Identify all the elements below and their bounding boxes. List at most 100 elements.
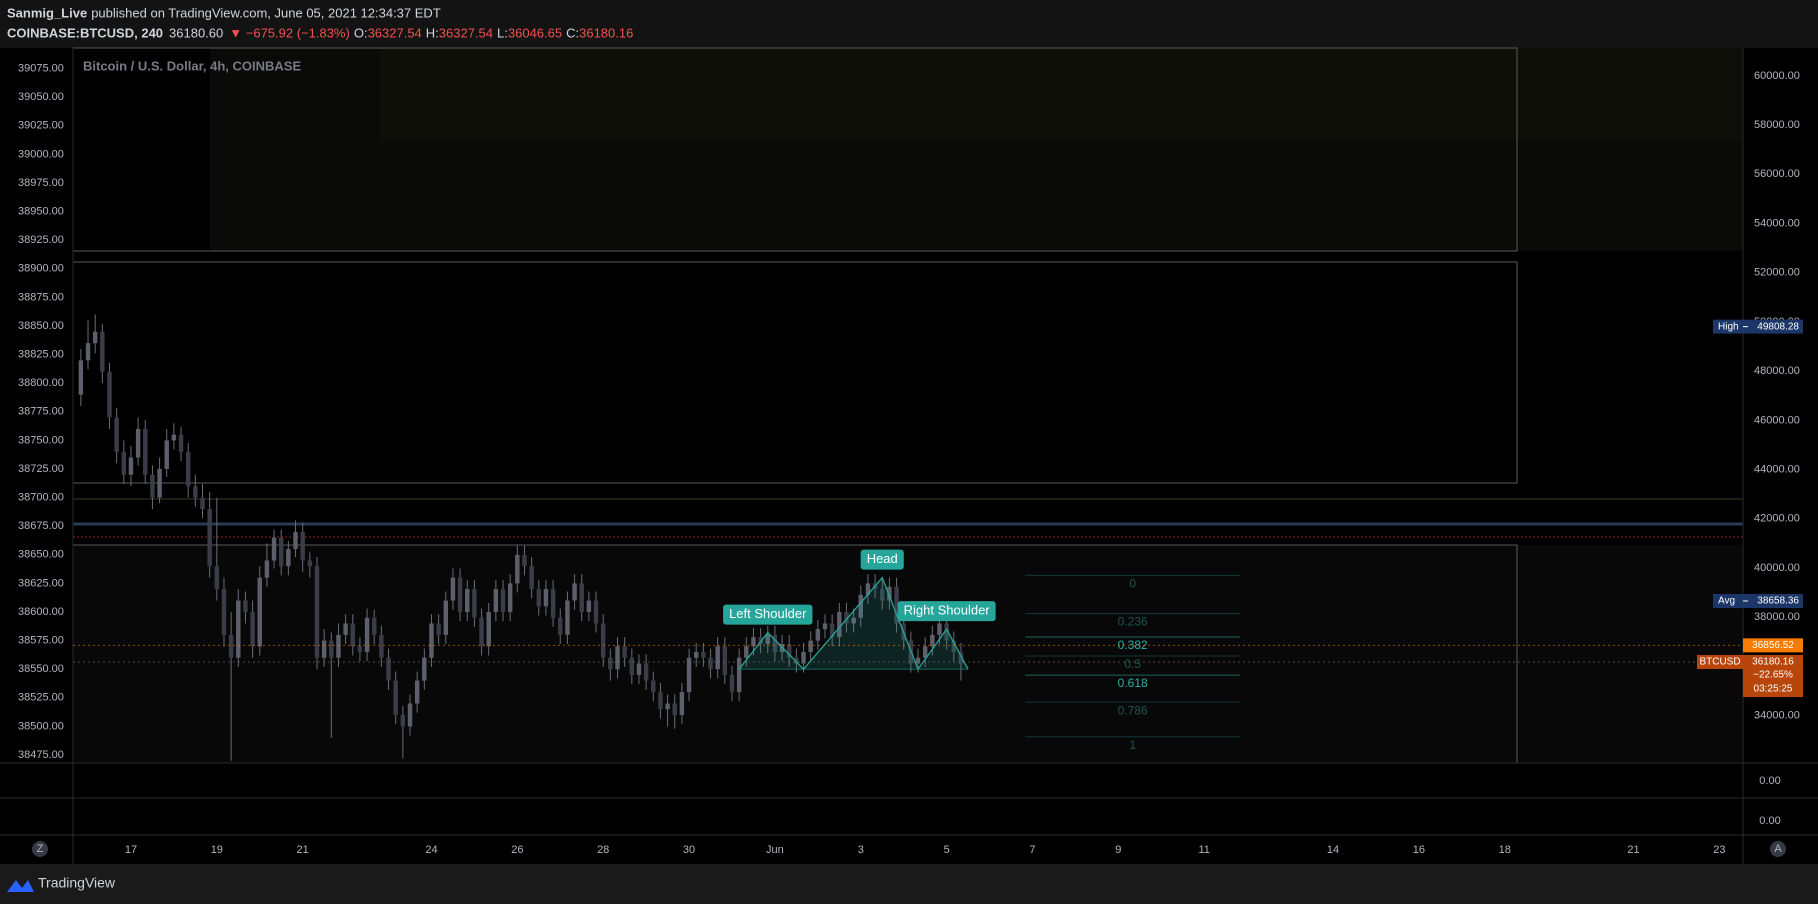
candle-body	[558, 617, 563, 635]
candle-body	[300, 531, 305, 561]
y-tick-label: 38700.00	[18, 491, 64, 503]
candle-body	[608, 657, 613, 670]
pattern-area	[739, 577, 969, 670]
candle-body	[851, 617, 856, 624]
fib-label: 1	[1129, 738, 1136, 752]
candle-body	[787, 644, 792, 658]
x-tick-label: 28	[597, 844, 609, 856]
candle-body	[171, 434, 177, 441]
x-tick-label: 26	[511, 844, 523, 856]
candle-body	[457, 577, 463, 612]
candle-body	[114, 417, 119, 452]
candle-body	[486, 611, 491, 647]
price-label-bg	[1743, 638, 1803, 653]
y-tick-label: 38500.00	[18, 720, 64, 732]
header-text: O:	[354, 25, 368, 40]
brand: TradingView	[38, 875, 116, 891]
candle-body	[801, 652, 806, 664]
y-tick-label: 38900.00	[18, 263, 64, 275]
y-tick-label: 38950.00	[18, 205, 64, 217]
candle-body	[550, 589, 556, 618]
candle-body	[400, 714, 406, 727]
candle-body	[515, 554, 520, 584]
candle-body	[722, 646, 728, 675]
y-tick-label: 38600.00	[18, 606, 64, 618]
price-label-bg	[1713, 594, 1803, 609]
candle-body	[414, 680, 420, 704]
candle-body	[321, 640, 327, 658]
candle-body	[522, 554, 527, 567]
candle-body	[157, 468, 162, 498]
candle-body	[429, 623, 434, 658]
candle-body	[880, 589, 885, 601]
candle-body	[78, 360, 84, 395]
y2-tick-label: 46000.00	[1754, 414, 1800, 426]
candle-body	[758, 637, 763, 645]
candle-body	[686, 657, 692, 693]
candle-body	[579, 583, 584, 612]
header-text: 36327.54	[368, 25, 422, 40]
candle-body	[643, 663, 649, 681]
candle-body	[543, 589, 549, 607]
candle-body	[894, 586, 899, 624]
y-tick-label: 38775.00	[18, 406, 64, 418]
candle-body	[658, 692, 663, 710]
candle-body	[615, 646, 620, 670]
candle-body	[715, 646, 720, 670]
button-label[interactable]: Z	[37, 843, 44, 855]
candle-body	[958, 652, 964, 664]
y2-tick-label: 52000.00	[1754, 267, 1800, 279]
candle-body	[600, 623, 606, 658]
price-label-name-bg	[1697, 654, 1743, 669]
y-tick-label: 39075.00	[18, 62, 64, 74]
header-text: ▼ −675.92 (−1.83%)	[229, 25, 350, 40]
candle-body	[507, 583, 513, 612]
candle-body	[407, 703, 413, 727]
candle-body	[922, 646, 928, 658]
candle-body	[443, 600, 448, 635]
candle-body	[221, 589, 227, 635]
candle-body	[150, 474, 155, 498]
candle-body	[393, 680, 398, 715]
candle-body	[293, 531, 298, 550]
candle-body	[264, 560, 270, 578]
y-tick-label: 38825.00	[18, 348, 64, 360]
button[interactable]	[1770, 841, 1786, 857]
button[interactable]	[32, 841, 48, 857]
candle-body	[500, 589, 506, 612]
pattern-label-text: Head	[867, 551, 898, 566]
candle-body	[100, 331, 105, 372]
candle-body	[450, 577, 456, 601]
y-tick-label: 38675.00	[18, 520, 64, 532]
candle-body	[822, 623, 828, 630]
candle-body	[236, 600, 241, 658]
header-text: L:	[497, 25, 508, 40]
button-label[interactable]: A	[1774, 843, 1782, 855]
header-text: COINBASE:BTCUSD, 240	[7, 25, 163, 40]
pattern-label-text: Left Shoulder	[729, 606, 807, 621]
candle-body	[651, 680, 656, 693]
pattern-label-bg	[860, 549, 904, 570]
y-tick-label: 38800.00	[18, 377, 64, 389]
candle-body	[243, 600, 248, 612]
candle-body	[200, 497, 205, 510]
candle-body	[951, 640, 957, 653]
y-tick-label: 38525.00	[18, 692, 64, 704]
pattern-label: Head	[860, 549, 904, 570]
pane-tick: 0.00	[1759, 775, 1780, 787]
price-label-bg	[1713, 319, 1803, 334]
x-tick-label: 24	[425, 844, 437, 856]
x-tick-label: 21	[1627, 844, 1639, 856]
y-tick-label: 39025.00	[18, 120, 64, 132]
pattern-label-bg	[723, 604, 813, 625]
candle-body	[379, 634, 384, 658]
fib-label: 0.382	[1118, 638, 1148, 652]
candle-body	[586, 600, 592, 612]
candle-body	[944, 623, 949, 641]
x-tick-label: 16	[1413, 844, 1425, 856]
y2-tick-label: 54000.00	[1754, 217, 1800, 229]
y2-tick-label: 38000.00	[1754, 611, 1800, 623]
y2-tick-label: 58000.00	[1754, 119, 1800, 131]
candle-body	[271, 537, 277, 561]
